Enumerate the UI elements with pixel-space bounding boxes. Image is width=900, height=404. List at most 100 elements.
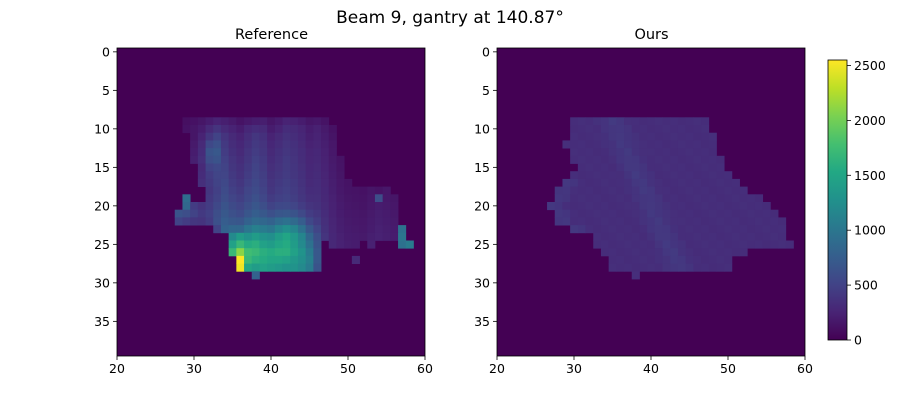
reference-cell — [267, 209, 276, 218]
ours-cell — [624, 248, 633, 257]
reference-title: Reference — [235, 27, 308, 43]
ours-cell — [577, 217, 586, 226]
ours-cell — [616, 240, 625, 249]
ours-cell — [554, 202, 563, 211]
ours-cell — [616, 163, 625, 172]
ours-cell — [616, 117, 625, 126]
reference-cell — [220, 186, 230, 195]
colorbar-tick-label: 1000 — [854, 223, 886, 238]
ours-cell — [662, 263, 671, 272]
reference-cell — [251, 255, 260, 264]
ours-cell — [662, 217, 671, 226]
reference-cell — [297, 171, 307, 180]
ours-cell — [608, 202, 617, 211]
reference-cell — [244, 217, 253, 226]
reference-cell — [274, 263, 283, 272]
reference-cell — [374, 217, 384, 226]
ours-cell — [701, 194, 710, 203]
reference-cell — [313, 117, 322, 126]
reference-cell — [197, 178, 206, 187]
reference-cell — [190, 140, 199, 149]
reference-cell — [236, 225, 245, 234]
ours-cell — [585, 202, 594, 211]
ours-cell — [577, 155, 586, 164]
ours-cell — [670, 140, 679, 149]
ours-cell — [739, 225, 748, 234]
y-tick-label: 0 — [102, 44, 110, 59]
ours-cell — [670, 232, 679, 241]
reference-cell — [290, 209, 299, 218]
reference-cell — [228, 202, 237, 211]
reference-cell — [228, 248, 237, 257]
ours-cell — [708, 209, 717, 218]
ours-cell — [639, 255, 648, 264]
ours-cell — [685, 217, 694, 226]
ours-cell — [747, 232, 756, 241]
reference-cell — [321, 117, 330, 126]
ours-cell — [608, 194, 617, 203]
ours-cell — [662, 125, 671, 134]
reference-cell — [236, 171, 245, 180]
ours-cell — [570, 178, 579, 187]
reference-cell — [213, 132, 222, 141]
reference-cell — [274, 163, 283, 172]
reference-cell — [197, 209, 206, 218]
ours-cell — [624, 171, 633, 180]
reference-cell — [336, 225, 345, 234]
ours-cell — [731, 217, 740, 226]
ours-cell — [762, 202, 771, 211]
reference-cell — [328, 202, 337, 211]
ours-cell — [570, 194, 579, 203]
ours-cell — [677, 163, 687, 172]
ours-cell — [701, 117, 710, 126]
reference-cell — [274, 117, 283, 126]
reference-cell — [228, 155, 237, 164]
ours-cell — [593, 125, 602, 134]
ours-cell — [654, 194, 663, 203]
ours-cell — [677, 263, 687, 272]
reference-cell — [213, 125, 222, 134]
reference-cell — [297, 202, 307, 211]
reference-cell — [305, 225, 314, 234]
ours-cell — [662, 148, 671, 157]
reference-cell — [205, 163, 214, 172]
colorbar-tick-label: 2000 — [854, 113, 886, 128]
reference-cell — [228, 178, 237, 187]
reference-cell — [213, 194, 222, 203]
ours-cell — [739, 248, 748, 257]
reference-cell — [290, 202, 299, 211]
ours-cell — [577, 202, 586, 211]
ours-cell — [585, 186, 594, 195]
reference-cell — [367, 232, 376, 241]
ours-cell — [570, 125, 579, 134]
reference-cell — [290, 132, 299, 141]
y-tick-label: 25 — [94, 237, 110, 252]
reference-cell — [213, 186, 222, 195]
reference-cell — [336, 155, 345, 164]
ours-cell — [770, 209, 779, 218]
reference-cell — [213, 148, 222, 157]
ours-cell — [554, 209, 563, 218]
reference-cell — [205, 155, 214, 164]
reference-cell — [220, 117, 230, 126]
ours-cell — [693, 263, 702, 272]
ours-cell — [624, 232, 633, 241]
ours-cell — [662, 132, 671, 141]
reference-cell — [244, 240, 253, 249]
ours-cell — [647, 255, 656, 264]
reference-cell — [190, 202, 199, 211]
ours-axes: 20 30 40 50 60 0 5 10 15 20 25 30 35 — [474, 44, 813, 376]
reference-cell — [290, 248, 299, 257]
ours-cell — [585, 163, 594, 172]
reference-cell — [244, 202, 253, 211]
x-tick-label: 50 — [340, 361, 356, 376]
reference-cell — [228, 225, 237, 234]
reference-cell — [251, 186, 260, 195]
ours-cell — [585, 140, 594, 149]
ours-cell — [570, 225, 579, 234]
ours-cell — [762, 232, 771, 241]
ours-cell — [570, 117, 579, 126]
reference-cell — [290, 232, 299, 241]
reference-cell — [259, 217, 268, 226]
reference-cell — [351, 202, 360, 211]
